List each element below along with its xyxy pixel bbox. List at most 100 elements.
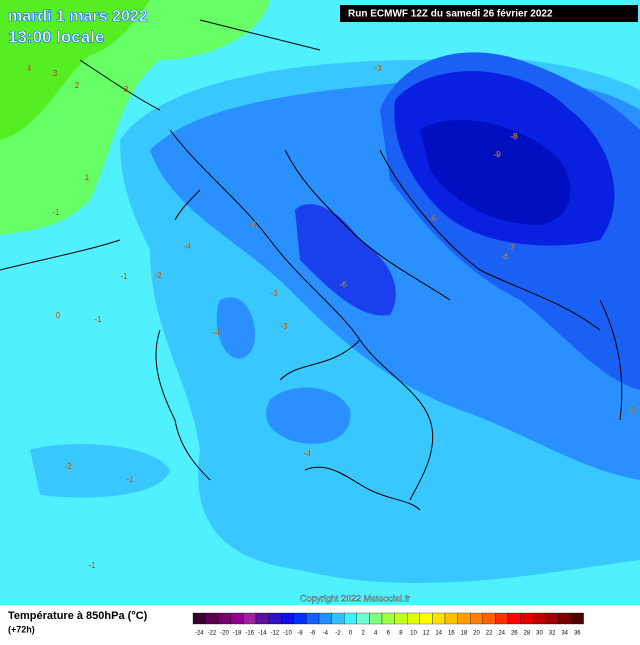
colorbar-swatch: [533, 612, 546, 625]
contour-label: -3: [280, 322, 288, 331]
colorbar-swatch: [243, 612, 257, 625]
colorbar-swatch: [570, 612, 584, 625]
colorbar-tick-label: -12: [271, 631, 280, 637]
colorbar-swatch: [432, 612, 446, 625]
colorbar-swatch: [558, 612, 572, 625]
contour-label: -1: [94, 315, 102, 324]
contour-label: 4: [27, 64, 32, 73]
colorbar-swatch: [293, 612, 307, 625]
colorbar-swatch: [545, 612, 559, 625]
colorbar-swatch: [192, 612, 206, 625]
contour-label: -2: [64, 462, 72, 471]
colorbar-tick-label: 20: [473, 631, 480, 637]
colorbar-swatch: [331, 612, 345, 625]
contour-label: -1: [88, 561, 96, 570]
run-banner: [340, 5, 638, 22]
colorbar-swatch: [381, 612, 395, 625]
colorbar-tick-label: -18: [233, 631, 242, 637]
zone-sardinia: [216, 297, 255, 359]
colorbar-swatch: [520, 612, 534, 625]
contour-label: -3: [374, 64, 382, 73]
colorbar-swatch: [255, 612, 269, 625]
colorbar-swatch: [457, 612, 471, 625]
colorbar-swatch: [507, 612, 521, 625]
legend-title: Température à 850hPa (°C): [8, 610, 148, 622]
date-text: mardi 1 mars 2022: [8, 8, 148, 25]
colorbar-tick-label: 28: [524, 631, 531, 637]
contour-label: -4: [212, 328, 220, 337]
colorbar-tick-label: -16: [245, 631, 254, 637]
colorbar-tick-label: 36: [574, 631, 581, 637]
contour-label: 1: [85, 173, 90, 182]
colorbar-swatch: [482, 612, 496, 625]
colorbar-swatch: [205, 612, 219, 625]
contour-label: -4: [183, 242, 191, 251]
colorbar-swatch: [419, 612, 433, 625]
contour-labels: -9-8-7-6-6-5-5-4-4-4-4-3-3-3-2-2-1-1-1-1…: [27, 64, 637, 570]
colorbar-tick-label: -6: [310, 631, 316, 637]
colorbar-tick-label: 2: [361, 631, 365, 637]
contour-label: -1: [52, 208, 60, 217]
colorbar-tick-label: 24: [498, 631, 505, 637]
colorbar-tick-label: 6: [387, 631, 391, 637]
colorbar-swatch: [495, 612, 509, 625]
contour-label: -1: [126, 475, 134, 484]
contour-label: -1: [120, 272, 128, 281]
colorbar: -24 -22 -20 -18 -16 -14 -12 -10 -8 -6 -4 -2 0 2 4 6 8 10 1…: [192, 612, 584, 637]
colorbar-tick-label: 4: [374, 631, 378, 637]
zone-green: [0, 0, 150, 140]
contour-label: -6: [339, 280, 347, 289]
zone-adriatic: [295, 204, 396, 316]
contour-label: -9: [493, 150, 501, 159]
colorbar-tick-label: -8: [297, 631, 303, 637]
colorbar-swatch: [356, 612, 370, 625]
run-text: Run ECMWF 12Z du samedi 26 février 2022: [348, 9, 553, 20]
colorbar-tick-label: 22: [486, 631, 493, 637]
colorbar-swatch: [470, 612, 483, 625]
colorbar-tick-label: -10: [283, 631, 292, 637]
colorbar-tick-label: 8: [399, 631, 403, 637]
contour-label: -7: [507, 243, 515, 252]
colorbar-swatch: [318, 612, 332, 625]
colorbar-tick-label: 0: [349, 631, 353, 637]
contour-label: -4: [303, 449, 311, 458]
colorbar-swatch: [444, 612, 458, 625]
colorbar-tick-label: -2: [335, 631, 341, 637]
colorbar-tick-label: 12: [423, 631, 430, 637]
contour-label: -2: [154, 271, 162, 280]
contour-label: -5: [628, 406, 636, 415]
time-text: 13:00 locale: [8, 27, 104, 46]
contour-label: -5: [429, 214, 437, 223]
colorbar-swatch: [407, 612, 420, 625]
legend-subtitle: (+72h): [8, 624, 35, 634]
colorbar-swatch: [281, 612, 294, 625]
contour-label: -6: [501, 252, 509, 261]
colorbar-tick-label: -24: [195, 631, 204, 637]
contour-label: 0: [56, 311, 61, 320]
zone-tyrrhenian: [266, 387, 351, 444]
contour-label: -4: [249, 220, 257, 229]
colorbar-tick-label: 34: [561, 631, 568, 637]
contour-label: -3: [270, 289, 278, 298]
colorbar-tick-label: 16: [448, 631, 455, 637]
contour-label: 3: [53, 69, 58, 78]
colorbar-swatch: [218, 612, 231, 625]
colorbar-swatch: [268, 612, 282, 625]
colorbar-swatch: [344, 612, 357, 625]
zone-west: [30, 444, 170, 498]
contour-label: 3: [124, 85, 129, 94]
colorbar-tick-label: 18: [461, 631, 468, 637]
colorbar-tick-label: -22: [208, 631, 217, 637]
colorbar-swatch: [230, 612, 244, 625]
colorbar-tick-label: -14: [258, 631, 267, 637]
colorbar-swatch: [369, 612, 383, 625]
colorbar-tick-label: 26: [511, 631, 518, 637]
colorbar-swatch: [306, 612, 320, 625]
copyright: Copyright 2022 Meteociel.fr: [300, 593, 410, 603]
colorbar-tick-label: 10: [410, 631, 417, 637]
colorbar-swatch: [394, 612, 408, 625]
colorbar-tick-label: -20: [220, 631, 229, 637]
zone-core-dark: [420, 120, 571, 225]
colorbar-tick-label: 32: [549, 631, 556, 637]
